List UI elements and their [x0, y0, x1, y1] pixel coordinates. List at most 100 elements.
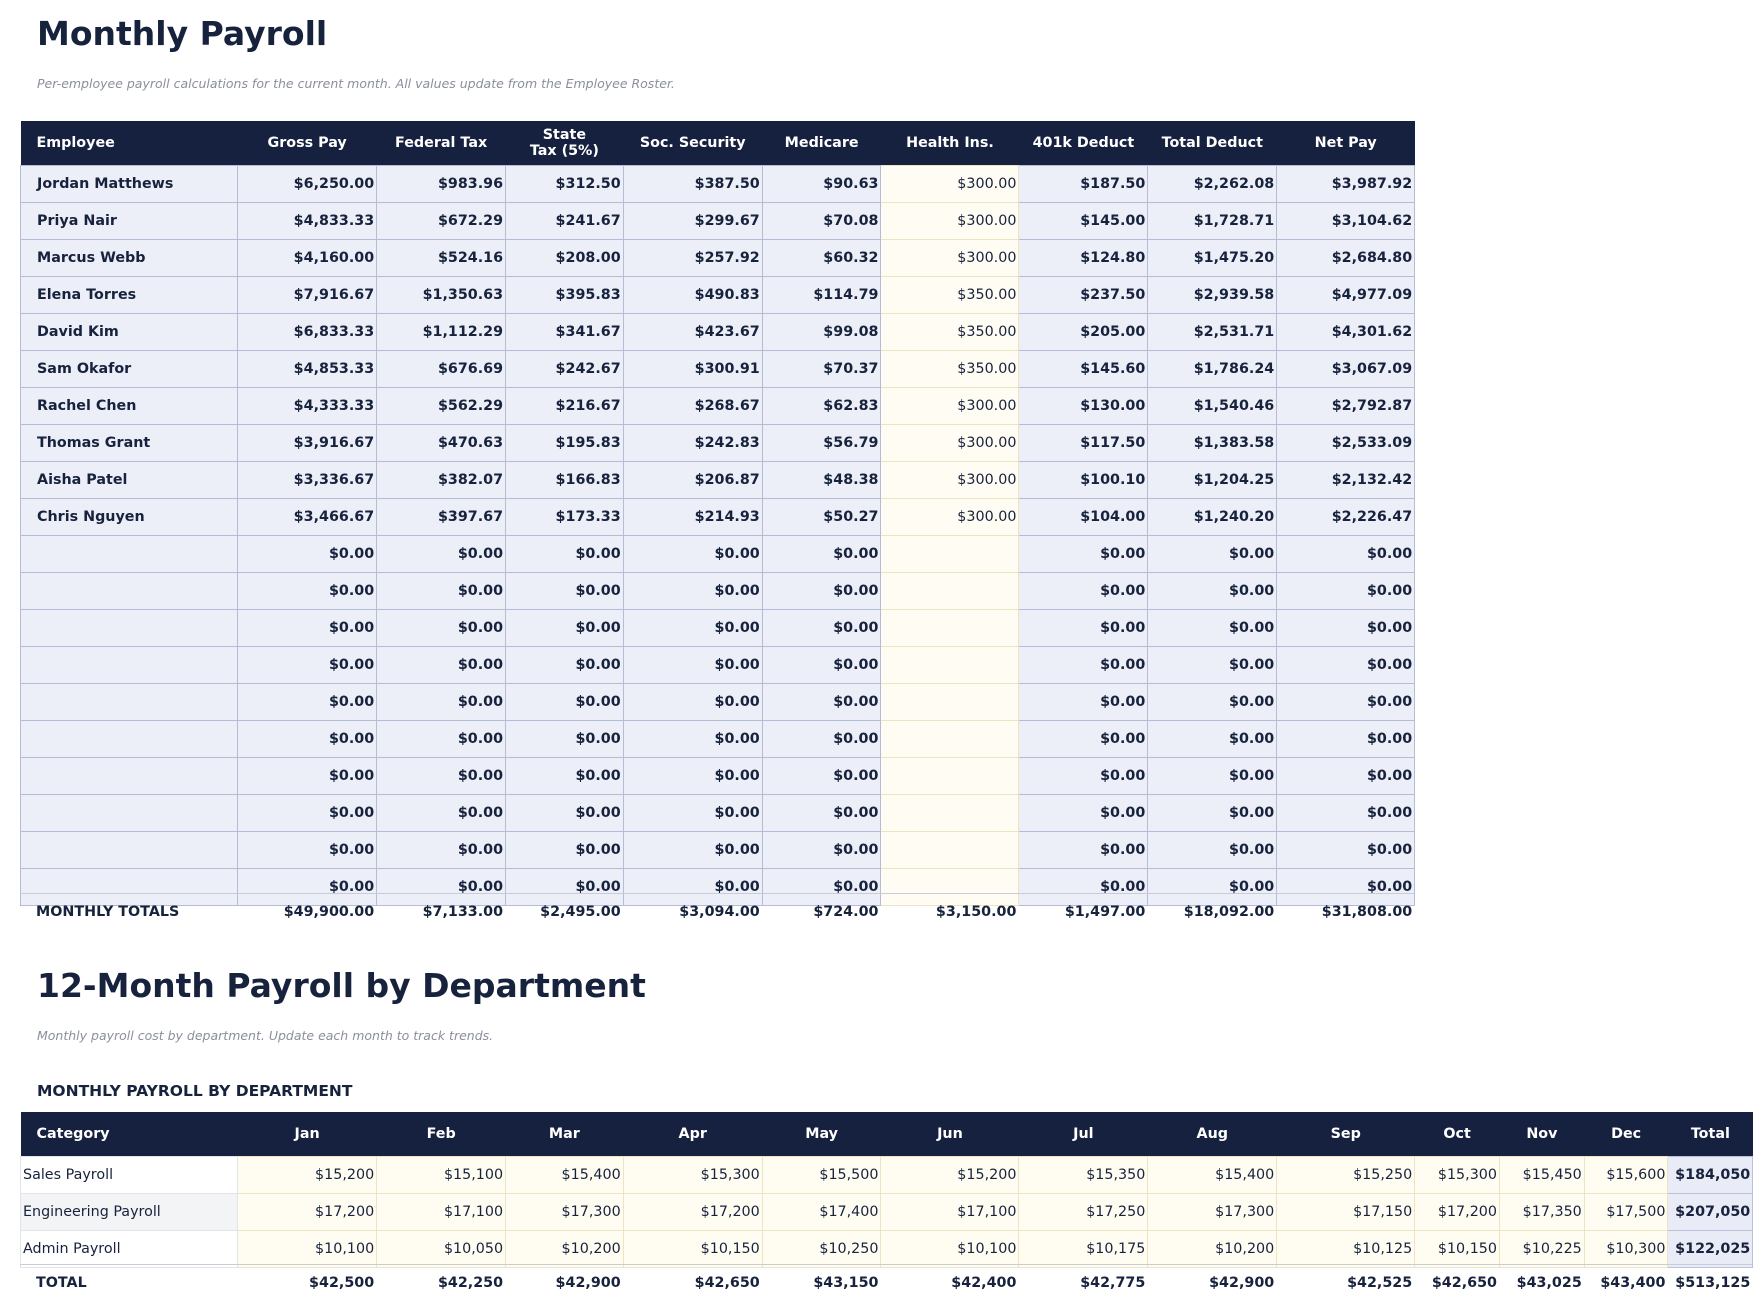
cell [880, 572, 1020, 610]
cell: $524.16 [376, 239, 507, 277]
row-label: Sales Payroll [19, 1156, 239, 1194]
column-header: 401k Deduct [1018, 121, 1148, 166]
cell: $0.00 [761, 572, 882, 610]
cell: $0.00 [376, 572, 507, 610]
cell: $0.00 [1147, 646, 1278, 684]
cell: $114.79 [761, 276, 882, 314]
column-header: State Tax (5%) [505, 121, 624, 166]
cell: $300.00 [880, 202, 1020, 240]
cell: $15,600 [1583, 1156, 1669, 1194]
data-row: $0.00 $0.00 $0.00 $0.00 $0.00 $0.00 $0.00 $0.00 [19, 535, 1416, 573]
total-cell: $42,775 [1080, 1275, 1146, 1291]
data-row: $0.00 $0.00 $0.00 $0.00 $0.00 $0.00 $0.00 $0.00 [19, 683, 1416, 721]
column-header: Mar [505, 1112, 624, 1157]
cell: $382.07 [376, 461, 507, 499]
cell: $3,987.92 [1276, 165, 1416, 203]
total-cell: $43,025 [1516, 1275, 1582, 1291]
data-row: Sam Okafor $4,853.33 $676.69 $242.67 $300.91… [19, 350, 1416, 388]
cell: $0.00 [505, 572, 624, 610]
column-header: Nov [1499, 1112, 1585, 1157]
cell: $184,050 [1667, 1156, 1754, 1194]
cell: $0.00 [761, 609, 882, 647]
cell: $10,050 [376, 1230, 507, 1268]
cell: $2,226.47 [1276, 498, 1416, 536]
cell: $205.00 [1018, 313, 1149, 351]
cell: $1,383.58 [1147, 424, 1278, 462]
cell: $490.83 [622, 276, 763, 314]
column-header: Jun [880, 1112, 1019, 1157]
total-cell: $513,125 [1675, 1275, 1751, 1291]
data-row: Engineering Payroll $17,200 $17,100 $17,300… [19, 1193, 1754, 1231]
data-row: Thomas Grant $3,916.67 $470.63 $195.83 $242.… [19, 424, 1416, 462]
total-cell: $3,094.00 [679, 904, 760, 920]
cell: $350.00 [880, 350, 1020, 388]
cell: $206.87 [622, 461, 763, 499]
row-label: Engineering Payroll [19, 1193, 239, 1231]
row-label: Rachel Chen [19, 387, 239, 425]
cell: $0.00 [1018, 646, 1149, 684]
cell: $4,333.33 [237, 387, 378, 425]
cell: $216.67 [505, 387, 624, 425]
cell: $6,250.00 [237, 165, 378, 203]
cell: $145.60 [1018, 350, 1149, 388]
cell: $0.00 [237, 757, 378, 795]
cell: $0.00 [761, 683, 882, 721]
cell: $4,160.00 [237, 239, 378, 277]
row-label: Admin Payroll [19, 1230, 239, 1268]
cell: $268.67 [622, 387, 763, 425]
cell: $300.00 [880, 498, 1020, 536]
cell: $1,786.24 [1147, 350, 1278, 388]
cell [880, 535, 1020, 573]
cell: $299.67 [622, 202, 763, 240]
row-label [19, 757, 239, 795]
cell: $2,684.80 [1276, 239, 1416, 277]
cell: $0.00 [376, 794, 507, 832]
total-cell: $42,400 [951, 1275, 1017, 1291]
cell: $237.50 [1018, 276, 1149, 314]
cell: $3,336.67 [237, 461, 378, 499]
cell: $0.00 [1018, 720, 1149, 758]
cell: $0.00 [622, 609, 763, 647]
cell: $562.29 [376, 387, 507, 425]
total-cell: $2,495.00 [540, 904, 621, 920]
cell: $15,200 [880, 1156, 1020, 1194]
cell: $1,475.20 [1147, 239, 1278, 277]
cell: $0.00 [622, 572, 763, 610]
cell: $0.00 [1147, 572, 1278, 610]
cell [880, 794, 1020, 832]
cell: $1,112.29 [376, 313, 507, 351]
cell: $341.67 [505, 313, 624, 351]
cell: $0.00 [1147, 609, 1278, 647]
cell: $10,300 [1583, 1230, 1669, 1268]
total-cell: $18,092.00 [1183, 904, 1275, 920]
cell: $56.79 [761, 424, 882, 462]
cell: $0.00 [1276, 757, 1416, 795]
cell: $0.00 [1147, 831, 1278, 869]
total-cell: $42,525 [1347, 1275, 1413, 1291]
cell: $2,939.58 [1147, 276, 1278, 314]
cell [880, 757, 1020, 795]
column-header: Federal Tax [376, 121, 506, 166]
total-cell: $724.00 [813, 904, 879, 920]
cell: $0.00 [237, 646, 378, 684]
department-totals: TOTAL $42,500 $42,250 $42,900 $42,650 $43,150… [20, 1264, 1753, 1302]
total-cell: $43,400 [1600, 1275, 1666, 1291]
cell: $3,104.62 [1276, 202, 1416, 240]
cell: $90.63 [761, 165, 882, 203]
cell: $242.83 [622, 424, 763, 462]
cell: $0.00 [622, 794, 763, 832]
cell: $130.00 [1018, 387, 1149, 425]
column-header: Feb [376, 1112, 506, 1157]
totals-label: MONTHLY TOTALS [36, 904, 180, 920]
cell: $0.00 [1276, 646, 1416, 684]
column-header: Health Ins. [880, 121, 1019, 166]
totals-label: TOTAL [36, 1275, 87, 1291]
cell: $3,466.67 [237, 498, 378, 536]
totals-row: TOTAL $42,500 $42,250 $42,900 $42,650 $43,150… [20, 1265, 1752, 1302]
header-text: State Tax (5%) [529, 127, 599, 159]
row-label: David Kim [19, 313, 239, 351]
cell: $983.96 [376, 165, 507, 203]
cell: $4,833.33 [237, 202, 378, 240]
cell: $242.67 [505, 350, 624, 388]
cell: $0.00 [376, 757, 507, 795]
